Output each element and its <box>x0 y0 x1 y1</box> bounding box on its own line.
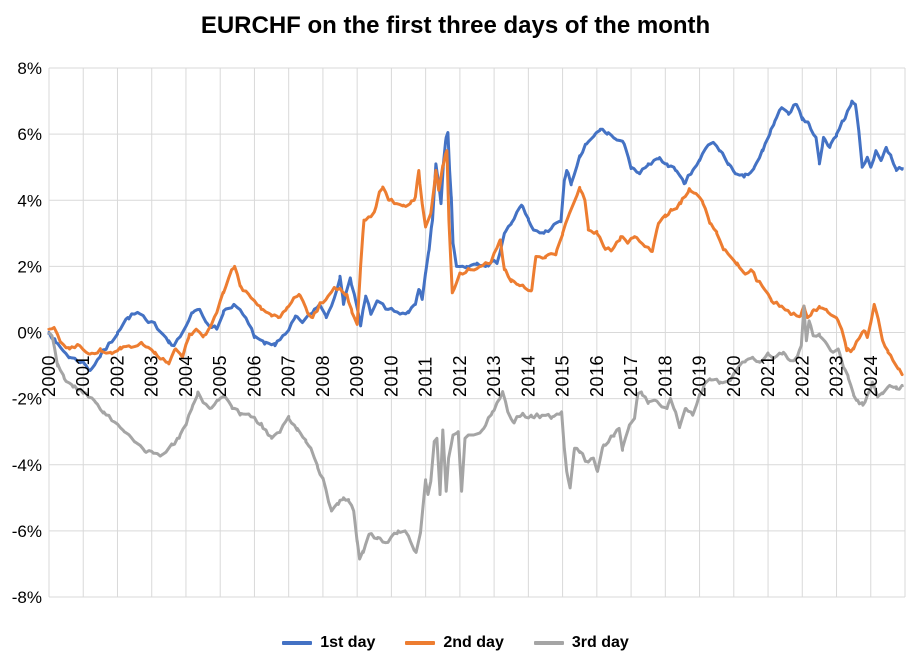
legend-item-2nd-day: 2nd day <box>405 634 504 652</box>
svg-text:2011: 2011 <box>416 356 436 397</box>
svg-text:6%: 6% <box>17 125 42 144</box>
legend-label-3rd-day: 3rd day <box>571 634 629 651</box>
svg-text:2007: 2007 <box>279 355 299 397</box>
legend-label-2nd-day: 2nd day <box>443 634 504 651</box>
legend-item-1st-day: 1st day <box>282 634 375 652</box>
legend-label-1st-day: 1st day <box>320 634 376 651</box>
svg-text:-8%: -8% <box>12 588 42 607</box>
legend-line-icon <box>405 641 436 645</box>
legend-item-3rd-day: 3rd day <box>533 634 629 652</box>
svg-text:2%: 2% <box>17 257 42 276</box>
legend-line-icon <box>282 641 313 645</box>
svg-text:2019: 2019 <box>690 355 710 397</box>
svg-text:2021: 2021 <box>758 355 778 397</box>
svg-text:-6%: -6% <box>12 522 42 541</box>
svg-text:2016: 2016 <box>587 355 607 397</box>
svg-text:2009: 2009 <box>347 355 367 397</box>
svg-text:-4%: -4% <box>12 456 42 475</box>
svg-text:2024: 2024 <box>861 355 881 397</box>
svg-text:2001: 2001 <box>73 355 93 397</box>
svg-text:-2%: -2% <box>12 390 42 409</box>
svg-text:2010: 2010 <box>381 355 401 397</box>
svg-text:2017: 2017 <box>621 355 641 397</box>
svg-text:2012: 2012 <box>450 355 470 397</box>
legend-line-icon <box>533 641 564 645</box>
svg-text:2002: 2002 <box>107 355 127 397</box>
svg-text:0%: 0% <box>17 324 42 343</box>
chart-title: EURCHF on the first three days of the mo… <box>200 12 711 39</box>
legend: 1st day 2nd day 3rd day <box>0 634 911 652</box>
svg-text:2008: 2008 <box>313 355 333 397</box>
svg-text:8%: 8% <box>17 59 42 78</box>
svg-text:2004: 2004 <box>176 355 196 397</box>
svg-text:2003: 2003 <box>142 355 162 397</box>
svg-text:2005: 2005 <box>210 355 230 397</box>
svg-text:2015: 2015 <box>553 355 573 397</box>
svg-text:2014: 2014 <box>518 355 538 397</box>
svg-text:2013: 2013 <box>484 355 504 397</box>
svg-text:2022: 2022 <box>792 355 812 397</box>
svg-text:2000: 2000 <box>39 355 59 397</box>
svg-text:4%: 4% <box>17 191 42 210</box>
svg-text:2020: 2020 <box>724 355 744 397</box>
svg-text:2018: 2018 <box>655 355 675 397</box>
svg-text:2006: 2006 <box>244 355 264 397</box>
svg-text:2023: 2023 <box>827 355 847 397</box>
